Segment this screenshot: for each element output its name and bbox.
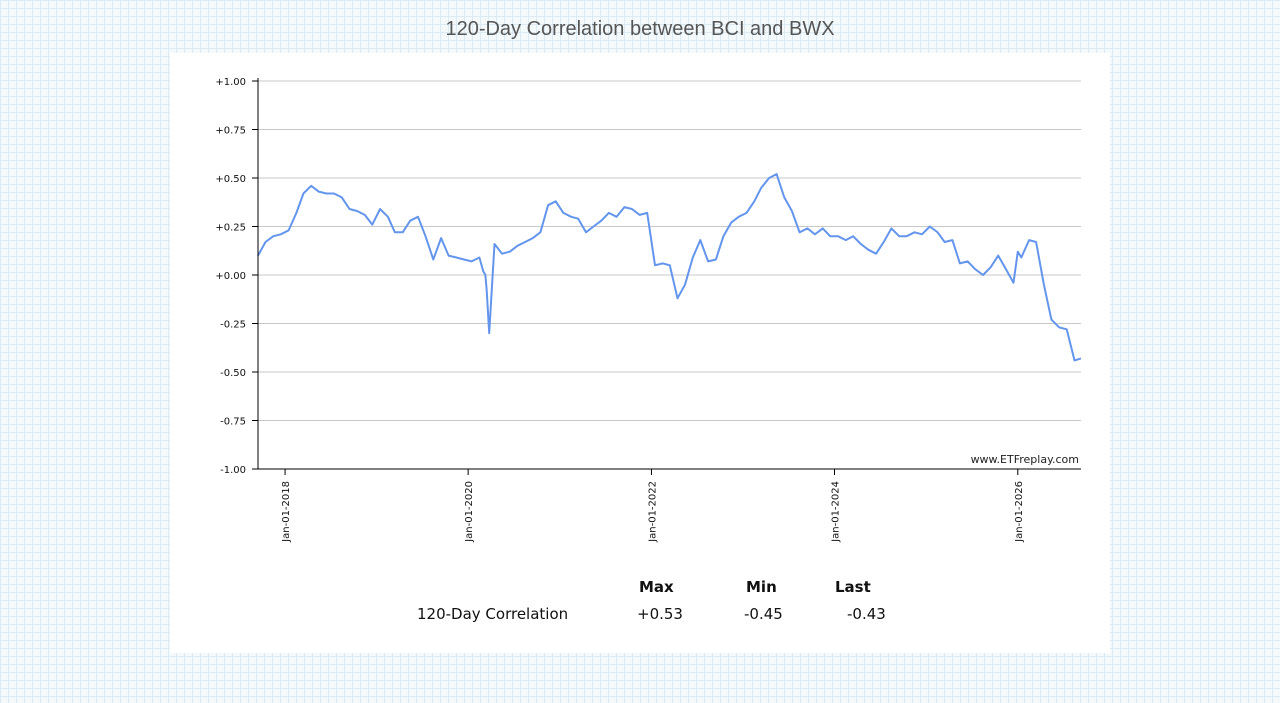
- y-tick-label: +0.50: [215, 174, 246, 185]
- x-tick-label: Jan-01-2018: [281, 481, 292, 543]
- y-tick-label: -0.50: [220, 368, 246, 379]
- y-tick-label: +1.00: [215, 77, 246, 88]
- y-tick-label: +0.25: [215, 223, 246, 234]
- watermark: www.ETFreplay.com: [971, 453, 1079, 466]
- x-tick-label: Jan-01-2022: [647, 481, 658, 543]
- y-tick-label: +0.75: [215, 126, 246, 137]
- x-tick-label: Jan-01-2024: [831, 481, 842, 543]
- chart-panel: +1.00 +0.75 +0.50 +0.25 +0.00 -0.25 -0.50 -0.75…: [170, 53, 1110, 653]
- x-tick-label: Jan-01-2020: [464, 481, 475, 543]
- y-tick-label: -0.25: [220, 320, 246, 331]
- y-tick-label: -1.00: [220, 465, 246, 476]
- correlation-chart: +1.00 +0.75 +0.50 +0.25 +0.00 -0.25 -0.50 -0.75…: [215, 77, 1082, 543]
- y-tick-label: -0.75: [220, 417, 246, 428]
- correlation-series-line: [257, 173, 1082, 362]
- x-tick-label: Jan-01-2026: [1014, 481, 1025, 543]
- y-tick-label: +0.00: [215, 271, 246, 282]
- chart-title: 120-Day Correlation between BCI and BWX: [445, 18, 835, 40]
